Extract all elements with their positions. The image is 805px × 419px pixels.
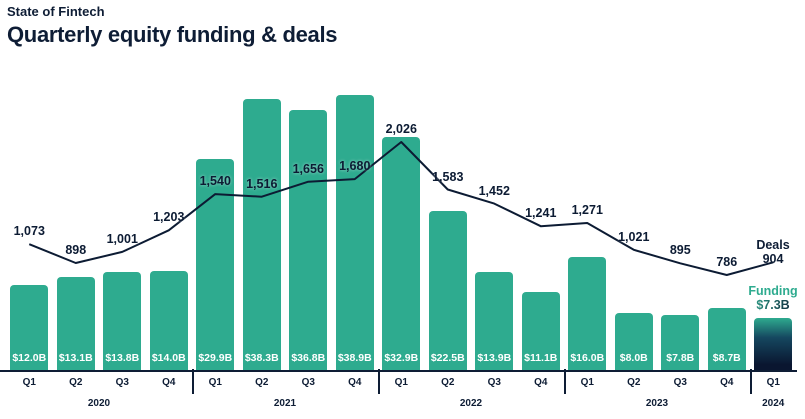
funding-bar <box>242 99 281 370</box>
chart-title: Quarterly equity funding & deals <box>7 22 338 47</box>
deals-legend-label: Deals <box>756 238 790 252</box>
funding-value-label: $11.1B <box>524 352 558 364</box>
deals-count-label: 898 <box>65 242 87 257</box>
quarter-label: Q2 <box>255 377 269 388</box>
quarter-label: Q4 <box>534 377 548 388</box>
funding-bar <box>149 271 188 370</box>
year-label: 2022 <box>459 398 483 409</box>
funding-value-label: $13.8B <box>105 352 140 364</box>
deals-count-label: 1,452 <box>478 183 510 198</box>
funding-bar <box>707 308 746 370</box>
deals-legend-value: 904 <box>762 252 784 266</box>
deals-count-label: 786 <box>716 255 738 269</box>
deals-count-label: 1,680 <box>339 159 371 174</box>
x-axis-line <box>0 370 797 372</box>
quarter-label: Q4 <box>720 377 734 388</box>
quarter-label: Q4 <box>348 377 362 388</box>
year-label: 2021 <box>273 398 297 409</box>
year-label: 2020 <box>87 398 111 409</box>
deals-count-label: 1,516 <box>246 176 278 191</box>
quarter-label: Q1 <box>580 377 594 388</box>
funding-bar <box>614 313 653 370</box>
funding-bar <box>521 291 560 370</box>
funding-value-label: $29.9B <box>198 352 233 364</box>
funding-bar <box>475 271 514 370</box>
funding-value-label: $38.9B <box>337 352 372 364</box>
year-label: 2024 <box>762 398 785 409</box>
funding-value-label: $12.0B <box>12 352 47 364</box>
quarter-label: Q2 <box>69 377 83 388</box>
funding-bar <box>10 285 49 370</box>
quarter-label: Q1 <box>22 377 36 388</box>
funding-value-label: $14.0B <box>151 352 186 364</box>
funding-bar <box>335 95 374 370</box>
quarter-label: Q2 <box>627 377 641 388</box>
quarter-label: Q1 <box>208 377 222 388</box>
funding-value-label: $7.8B <box>666 352 695 364</box>
funding-value-label: $32.9B <box>384 352 419 364</box>
funding-value-label: $13.1B <box>58 352 93 364</box>
funding-value-label: $36.8B <box>291 352 326 364</box>
funding-bar <box>196 158 235 370</box>
deals-count-label: 895 <box>669 243 691 258</box>
quarter-label: Q3 <box>301 377 315 388</box>
quarter-label: Q1 <box>766 377 780 388</box>
funding-bar <box>289 109 328 370</box>
year-divider <box>564 369 566 394</box>
quarter-label: Q3 <box>115 377 129 388</box>
year-divider <box>192 369 194 394</box>
deals-count-label: 1,271 <box>571 202 603 217</box>
quarter-label: Q3 <box>673 377 687 388</box>
funding-legend-label: Funding <box>748 284 798 298</box>
quarter-label: Q2 <box>441 377 455 388</box>
deals-count-label: 1,656 <box>292 161 324 176</box>
deals-count-label: 1,241 <box>525 206 557 221</box>
quarter-label: Q3 <box>487 377 501 388</box>
year-divider <box>378 369 380 394</box>
funding-bar <box>56 277 95 370</box>
deals-count-label: 1,073 <box>13 224 45 239</box>
funding-value-label: $38.3B <box>244 352 279 364</box>
deals-count-label: 1,203 <box>153 210 185 225</box>
quarter-label: Q1 <box>394 377 408 388</box>
quarter-label: Q4 <box>162 377 176 388</box>
funding-bar <box>103 272 142 370</box>
funding-value-label: $13.9B <box>477 352 512 364</box>
funding-legend-value: $7.3B <box>741 298 805 312</box>
deals-count-label: 1,001 <box>106 231 138 246</box>
year-divider <box>750 369 752 394</box>
funding-value-label: $8.7B <box>712 352 741 364</box>
report-title: State of Fintech <box>7 4 105 19</box>
funding-value-label: $16.0B <box>570 352 605 364</box>
funding-value-label: $8.0B <box>619 352 648 364</box>
funding-bar-current <box>754 318 793 370</box>
deals-count-label: 2,026 <box>385 122 417 136</box>
funding-bar <box>382 137 421 370</box>
funding-value-label: $22.5B <box>430 352 465 364</box>
deals-count-label: 1,583 <box>432 169 464 184</box>
funding-bar <box>661 314 700 370</box>
funding-bar <box>428 210 467 370</box>
year-label: 2023 <box>645 398 669 409</box>
deals-count-label: 1,021 <box>618 229 650 244</box>
deals-count-label: 1,540 <box>199 174 231 189</box>
